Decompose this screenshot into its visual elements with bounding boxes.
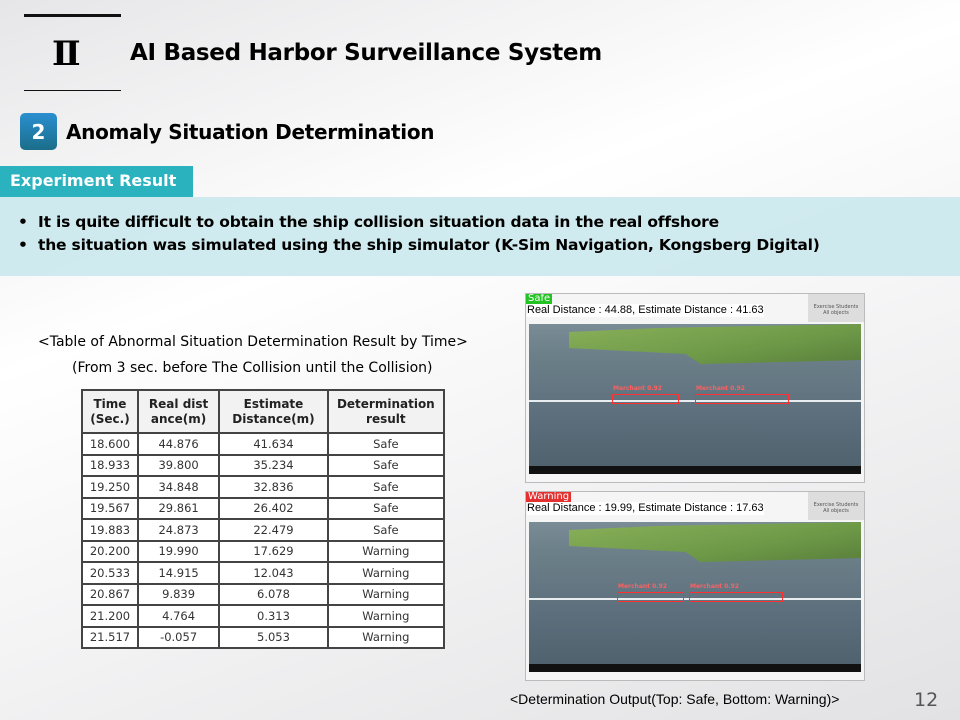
table-cell: 17.629: [218, 539, 329, 563]
table-cell: 26.402: [218, 496, 329, 520]
panel-text: All objects: [823, 508, 849, 514]
table-cell: Warning: [326, 604, 446, 628]
column-header: Time (Sec.): [81, 389, 139, 434]
experiment-result-label: Experiment Result: [0, 166, 193, 197]
table-subcaption: (From 3 sec. before The Collision until …: [72, 360, 433, 376]
bullet-item: the situation was simulated using the sh…: [18, 234, 960, 257]
land: [569, 522, 861, 562]
table-cell: Warning: [326, 582, 446, 606]
ship-bbox: Merchant 0.92: [695, 385, 789, 404]
table-cell: 9.839: [136, 582, 221, 606]
panel-text: All objects: [823, 310, 849, 316]
bullet-item: It is quite difficult to obtain the ship…: [18, 211, 960, 234]
land: [569, 324, 861, 364]
table-row: 18.600 44.876 41.634 Safe: [81, 432, 446, 456]
table-cell: 32.836: [218, 475, 329, 499]
table-cell: Safe: [326, 496, 446, 520]
subsection-number-badge: 2: [20, 113, 57, 150]
table-cell: 24.873: [136, 518, 221, 542]
panel-text: Exercise Students: [813, 304, 859, 310]
taskbar: [529, 664, 861, 672]
table-cell: Warning: [326, 625, 446, 649]
ship-bbox: Merchant 0.92: [689, 583, 783, 602]
table-row: 19.250 34.848 32.836 Safe: [81, 475, 446, 499]
table-cell: 20.867: [81, 582, 139, 606]
ship-label: Merchant 0.92: [690, 583, 739, 590]
table-cell: 6.078: [218, 582, 329, 606]
table-cell: 0.313: [218, 604, 329, 628]
table-row: 20.200 19.990 17.629 Warning: [81, 539, 446, 563]
table-cell: 22.479: [218, 518, 329, 542]
table-cell: 19.883: [81, 518, 139, 542]
table-cell: 14.915: [136, 561, 221, 585]
table-row: 20.533 14.915 12.043 Warning: [81, 561, 446, 585]
table-cell: Warning: [326, 539, 446, 563]
page-title: AI Based Harbor Surveillance System: [130, 40, 602, 66]
table-row: 18.933 39.800 35.234 Safe: [81, 453, 446, 477]
table-cell: 39.800: [136, 453, 221, 477]
table-cell: 18.933: [81, 453, 139, 477]
status-badge: Safe: [526, 293, 553, 304]
table-caption: <Table of Abnormal Situation Determinati…: [38, 334, 468, 350]
table-cell: Safe: [326, 518, 446, 542]
table-cell: 18.600: [81, 432, 139, 456]
table-row: 21.200 4.764 0.313 Warning: [81, 604, 446, 628]
ship-wake: [529, 598, 861, 600]
ship-label: Merchant 0.92: [618, 583, 667, 590]
taskbar: [529, 466, 861, 474]
table-cell: 29.861: [136, 496, 221, 520]
readout-bar: Real Distance : 44.88, Estimate Distance…: [526, 294, 864, 324]
table-cell: Safe: [326, 453, 446, 477]
table-cell: 21.200: [81, 604, 139, 628]
table-cell: 19.250: [81, 475, 139, 499]
column-header: Estimate Distance(m): [218, 389, 329, 434]
table-cell: 20.200: [81, 539, 139, 563]
table-cell: Warning: [326, 561, 446, 585]
table-cell: 4.764: [136, 604, 221, 628]
panel-text: Exercise Students: [813, 502, 859, 508]
status-badge: Warning: [526, 491, 572, 502]
output-image-safe: Merchant 0.92 Merchant 0.92 Real Distanc…: [525, 293, 865, 483]
simulator-panel: Exercise Students All objects: [808, 492, 864, 520]
header-rule-bottom: [24, 90, 121, 91]
output-image-warning: Merchant 0.92 Merchant 0.92 Real Distanc…: [525, 491, 865, 681]
output-caption: <Determination Output(Top: Safe, Bottom:…: [510, 691, 840, 707]
table-row: 19.567 29.861 26.402 Safe: [81, 496, 446, 520]
table-cell: 41.634: [218, 432, 329, 456]
table-cell: Safe: [326, 432, 446, 456]
ship-bbox: Merchant 0.92: [612, 385, 679, 404]
simulator-panel: Exercise Students All objects: [808, 294, 864, 322]
column-header: Determination result: [326, 389, 446, 434]
table-cell: 12.043: [218, 561, 329, 585]
table-row: 19.883 24.873 22.479 Safe: [81, 518, 446, 542]
table-row: 20.867 9.839 6.078 Warning: [81, 582, 446, 606]
simulator-scene: Merchant 0.92 Merchant 0.92: [529, 324, 861, 474]
table-cell: 35.234: [218, 453, 329, 477]
table-cell: 20.533: [81, 561, 139, 585]
table-cell: -0.057: [136, 625, 221, 649]
result-table: Time (Sec.) Real dist ance(m) Estimate Dis…: [81, 389, 446, 649]
section-numeral: Ⅱ: [52, 34, 81, 74]
table-cell: 19.567: [81, 496, 139, 520]
bullet-band: It is quite difficult to obtain the ship…: [0, 197, 960, 276]
page-number: 12: [914, 689, 939, 711]
table-cell: 19.990: [136, 539, 221, 563]
table-cell: Safe: [326, 475, 446, 499]
ship-label: Merchant 0.92: [613, 385, 662, 392]
ship-label: Merchant 0.92: [696, 385, 745, 392]
column-header: Real dist ance(m): [136, 389, 221, 434]
header-rule-top: [24, 14, 121, 17]
table-cell: 21.517: [81, 625, 139, 649]
simulator-scene: Merchant 0.92 Merchant 0.92: [529, 522, 861, 672]
table-cell: 44.876: [136, 432, 221, 456]
distance-readout: Real Distance : 44.88, Estimate Distance…: [527, 304, 764, 317]
distance-readout: Real Distance : 19.99, Estimate Distance…: [527, 502, 764, 515]
table-cell: 5.053: [218, 625, 329, 649]
ship-bbox: Merchant 0.92: [617, 583, 684, 602]
subsection-title: Anomaly Situation Determination: [66, 120, 435, 144]
table-row: 21.517 -0.057 5.053 Warning: [81, 625, 446, 649]
readout-bar: Real Distance : 19.99, Estimate Distance…: [526, 492, 864, 522]
table-cell: 34.848: [136, 475, 221, 499]
